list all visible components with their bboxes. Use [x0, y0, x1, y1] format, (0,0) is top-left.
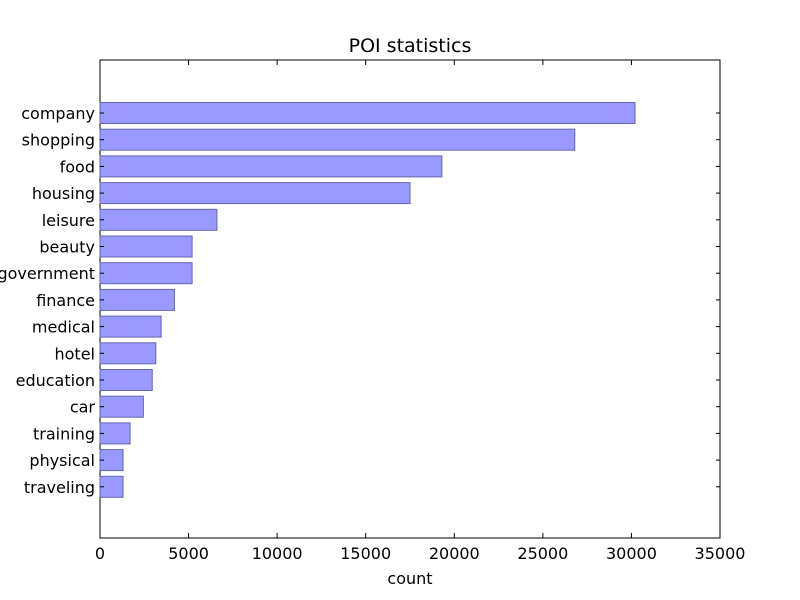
category-label-physical: physical — [29, 451, 95, 470]
bar-company — [99, 102, 636, 124]
x-tick-label-2: 10000 — [252, 544, 303, 563]
category-label-car: car — [70, 398, 96, 417]
x-tick-label-5: 25000 — [517, 544, 568, 563]
category-label-hotel: hotel — [55, 344, 96, 363]
category-label-education: education — [16, 371, 95, 390]
bar-finance — [99, 288, 175, 311]
category-labels: company shopping food housing leisure beauty g… — [0, 104, 720, 497]
category-label-housing: housing — [32, 184, 95, 203]
bar-shopping — [99, 128, 576, 151]
category-label-medical: medical — [32, 318, 95, 337]
x-tick-label-0: 0 — [95, 544, 105, 563]
category-label-food: food — [60, 157, 95, 176]
x-axis-label: count — [387, 569, 432, 588]
chart-title: POI statistics — [349, 35, 472, 57]
bar-government — [99, 262, 193, 285]
category-label-training: training — [33, 424, 95, 443]
category-label-company: company — [21, 104, 95, 123]
bars-group — [99, 102, 636, 498]
x-tick-label-7: 35000 — [695, 544, 746, 563]
x-tick-label-6: 30000 — [606, 544, 657, 563]
bar-beauty — [99, 235, 193, 258]
bar-hotel — [99, 342, 157, 365]
x-tick-label-3: 15000 — [340, 544, 391, 563]
category-label-finance: finance — [36, 291, 95, 310]
bar-car — [99, 395, 144, 418]
bar-housing — [99, 182, 411, 205]
bar-education — [99, 369, 153, 391]
bar-food — [99, 155, 443, 178]
x-tick-label-4: 20000 — [429, 544, 480, 563]
category-label-beauty: beauty — [39, 238, 95, 257]
category-label-traveling: traveling — [24, 478, 95, 497]
bar-leisure — [99, 208, 218, 231]
bar-medical — [99, 315, 162, 338]
category-label-leisure: leisure — [42, 211, 95, 230]
x-axis-ticks: 0 5000 10000 15000 20000 25000 30000 35000 — [95, 60, 746, 563]
bar-training — [99, 422, 131, 445]
category-label-shopping: shopping — [22, 131, 95, 150]
x-tick-label-1: 5000 — [168, 544, 209, 563]
category-label-government: government — [0, 264, 95, 283]
